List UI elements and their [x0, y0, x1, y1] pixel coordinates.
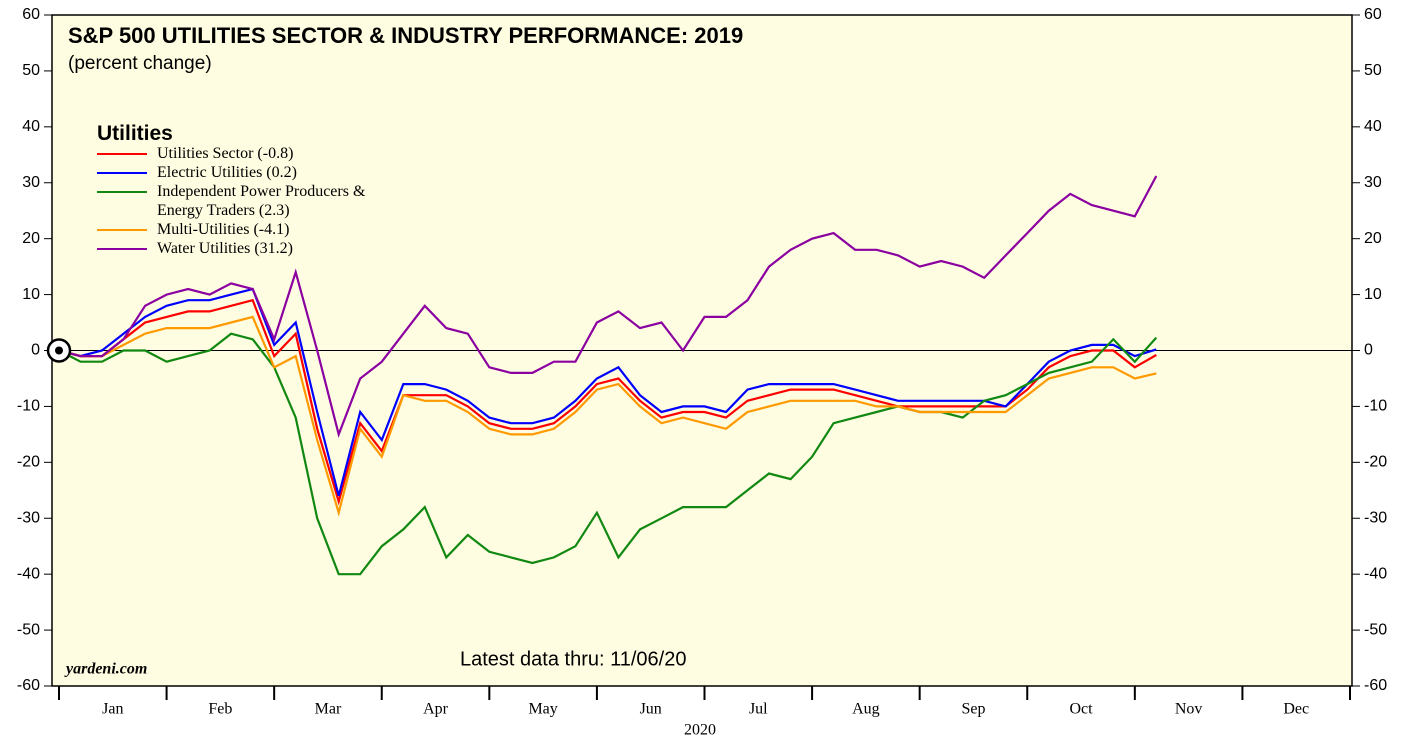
legend-label: Water Utilities (31.2)	[157, 240, 294, 257]
y-tick-label: -20	[17, 454, 40, 471]
x-tick-label: Apr	[423, 701, 449, 718]
series-line	[58, 287, 1157, 497]
y-tick-label: 50	[22, 62, 40, 79]
y2-tick-label: -30	[1364, 509, 1387, 526]
origin-dot	[55, 346, 63, 355]
y2-tick-label: -20	[1364, 454, 1387, 471]
source: yardeni.com	[64, 661, 147, 678]
legend-swatch	[97, 172, 147, 174]
x-tick-label: Oct	[1069, 701, 1093, 718]
legend-swatch	[97, 229, 147, 231]
y2-tick-label: 0	[1364, 342, 1373, 359]
y2-tick-label: 50	[1364, 62, 1382, 79]
x-tick-label: May	[528, 701, 557, 718]
y2-tick-label: -10	[1364, 398, 1387, 415]
x-axis-label: 2020	[684, 722, 716, 739]
y-tick-label: 40	[22, 118, 40, 135]
x-tick-label: Jan	[102, 701, 123, 718]
y2-tick-label: 20	[1364, 230, 1382, 247]
y-tick-label: -30	[17, 509, 40, 526]
y2-tick-label: -50	[1364, 621, 1387, 638]
chart-subtitle: (percent change)	[68, 53, 212, 74]
legend: Utilities Utilities Sector (-0.8) Electri…	[97, 122, 417, 258]
y-tick-label: -50	[17, 621, 40, 638]
x-tick-label: Dec	[1283, 701, 1309, 718]
y-tick-label: 30	[22, 174, 40, 191]
series-line	[58, 175, 1158, 439]
y-tick-label: -10	[17, 398, 40, 415]
legend-label: Multi-Utilities (-4.1)	[157, 221, 290, 238]
y-tick-label: 10	[22, 286, 40, 303]
y2-tick-label: 30	[1364, 174, 1382, 191]
legend-title: Utilities	[97, 122, 173, 145]
legend-swatch	[97, 191, 147, 193]
y2-tick-label: 40	[1364, 118, 1382, 135]
x-tick-label: Aug	[852, 701, 880, 718]
y2-tick-label: -60	[1364, 677, 1387, 694]
x-tick-label: Nov	[1175, 701, 1203, 718]
y-tick-label: -60	[17, 677, 40, 694]
legend-label: Utilities Sector (-0.8)	[157, 145, 294, 162]
x-tick-label: Feb	[208, 701, 232, 718]
annotation: Latest data thru: 11/06/20	[460, 648, 686, 670]
x-tick-label: Jun	[640, 701, 662, 718]
y2-tick-label: 10	[1364, 286, 1382, 303]
legend-label: Electric Utilities (0.2)	[157, 164, 297, 181]
y-tick-label: -40	[17, 565, 40, 582]
legend-item: Utilities Sector (-0.8)	[97, 144, 417, 163]
y-tick-label: 20	[22, 230, 40, 247]
legend-item: Multi-Utilities (-4.1)	[97, 220, 417, 239]
series-line	[58, 332, 1158, 576]
x-tick-label: Mar	[315, 701, 342, 718]
series-line	[58, 315, 1157, 517]
y2-tick-label: 60	[1364, 6, 1382, 23]
x-tick-label: Jul	[749, 701, 768, 718]
legend-item: Independent Power Producers & Energy Tra…	[97, 182, 417, 220]
series-line	[58, 298, 1157, 506]
y2-tick-label: -40	[1364, 565, 1387, 582]
y-tick-label: 0	[31, 342, 40, 359]
chart-title: S&P 500 UTILITIES SECTOR & INDUSTRY PERF…	[68, 23, 743, 48]
legend-swatch	[97, 153, 147, 155]
legend-item: Water Utilities (31.2)	[97, 239, 417, 258]
legend-item: Electric Utilities (0.2)	[97, 163, 417, 182]
legend-label: Independent Power Producers & Energy Tra…	[157, 183, 366, 219]
legend-swatch	[97, 248, 147, 250]
x-tick-label: Sep	[961, 701, 985, 718]
y-tick-label: 60	[22, 6, 40, 23]
